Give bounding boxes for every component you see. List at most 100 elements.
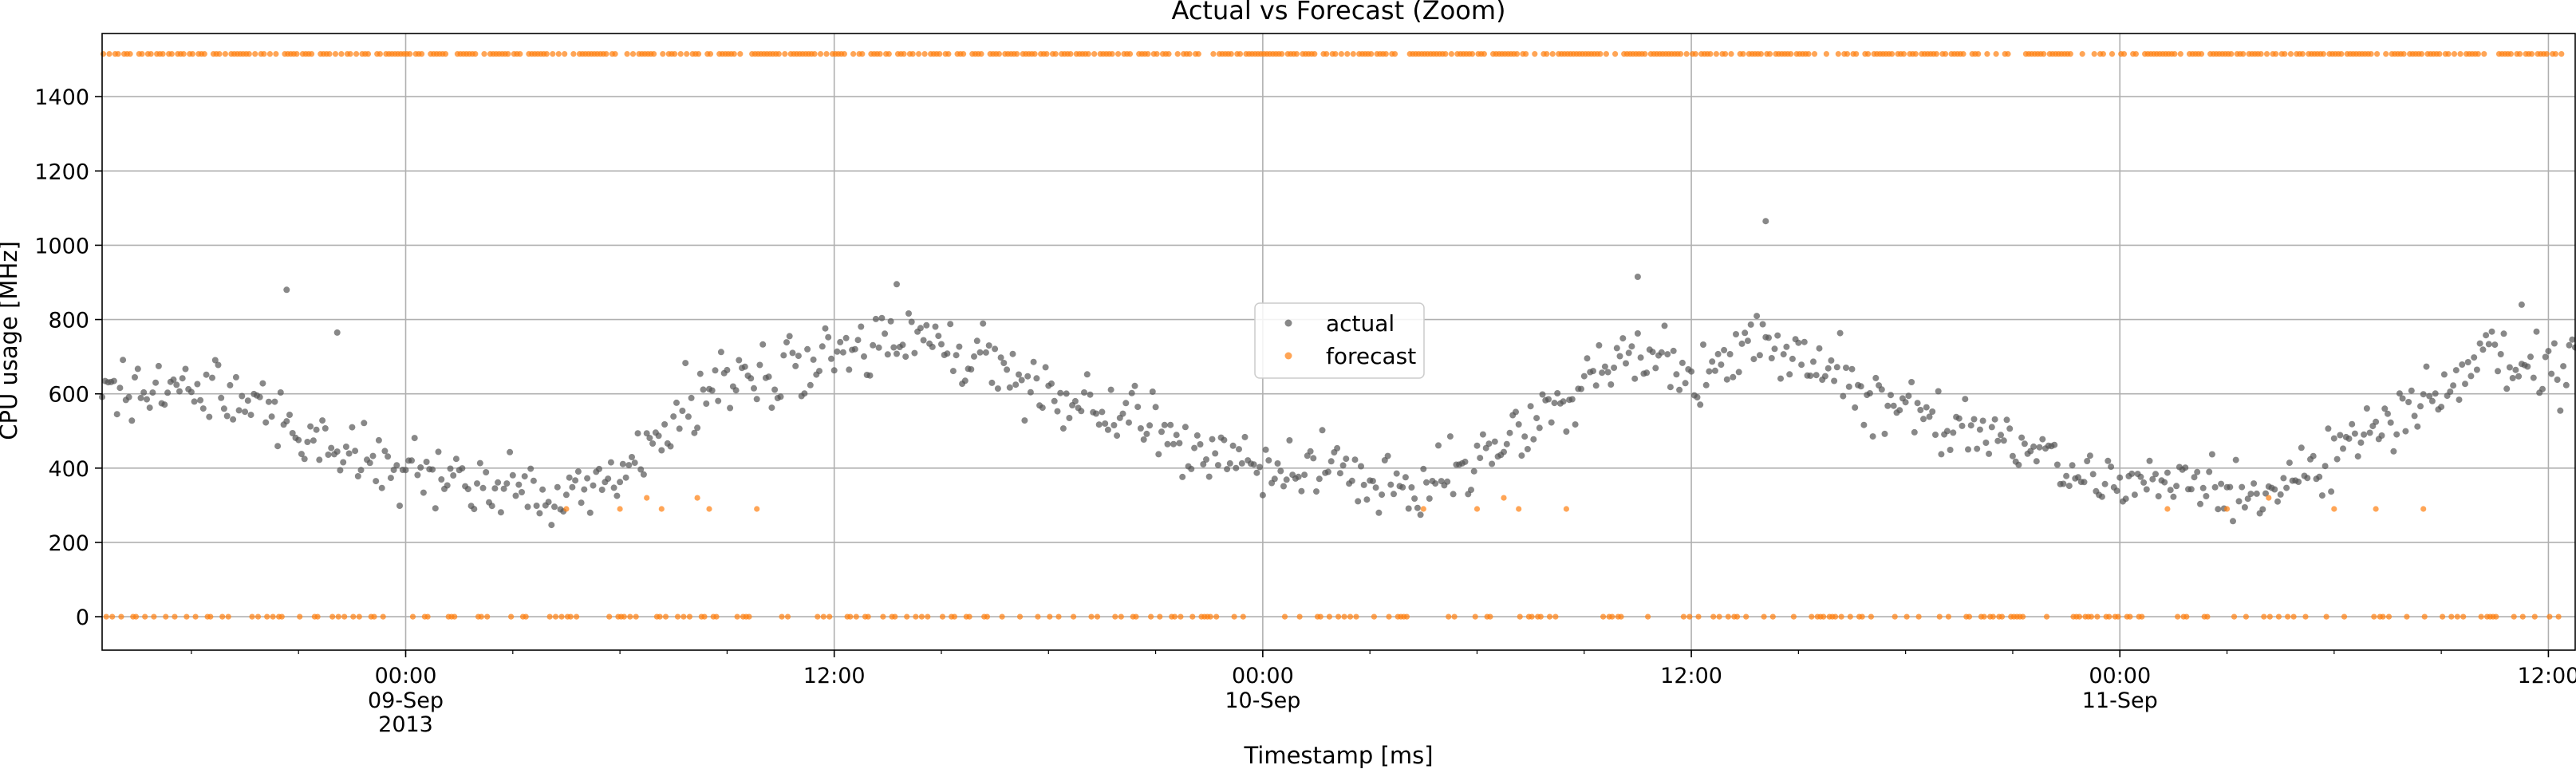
forecast-point — [1231, 613, 1237, 620]
forecast-point — [103, 613, 109, 620]
forecast-point — [409, 613, 416, 620]
actual-point — [846, 366, 853, 373]
actual-point — [1432, 480, 1439, 487]
actual-point — [1866, 390, 1873, 396]
actual-point — [694, 424, 701, 432]
actual-point — [2227, 483, 2234, 491]
forecast-point — [612, 51, 618, 57]
actual-point — [634, 430, 641, 437]
forecast-point — [1943, 51, 1949, 57]
forecast-point — [1892, 613, 1898, 620]
actual-point — [1355, 498, 1362, 505]
forecast-point — [1501, 495, 1507, 501]
actual-point — [1316, 475, 1323, 483]
actual-point — [283, 286, 290, 294]
actual-point — [452, 455, 460, 463]
actual-point — [756, 361, 763, 369]
forecast-point — [2385, 613, 2393, 620]
actual-point — [1191, 444, 1198, 452]
forecast-point — [1757, 51, 1764, 57]
actual-point — [509, 471, 516, 479]
actual-point — [1351, 456, 1359, 463]
forecast-point — [672, 51, 678, 57]
forecast-point — [1469, 51, 1476, 57]
actual-point — [2566, 341, 2573, 349]
actual-point — [375, 436, 382, 444]
forecast-point — [880, 613, 886, 620]
actual-point — [753, 396, 760, 403]
actual-point — [512, 492, 519, 499]
actual-point — [1592, 382, 1600, 389]
actual-point — [144, 396, 150, 403]
actual-point — [949, 368, 957, 375]
forecast-point — [624, 51, 630, 57]
actual-point — [2155, 493, 2162, 500]
actual-point — [884, 351, 891, 358]
forecast-point — [309, 51, 315, 57]
forecast-point — [2517, 51, 2523, 57]
actual-point — [1604, 369, 1611, 376]
actual-point — [569, 483, 576, 491]
actual-point — [1697, 401, 1704, 408]
forecast-point — [2371, 613, 2377, 620]
actual-point — [1730, 373, 1737, 381]
forecast-point — [1838, 613, 1844, 620]
actual-point — [1643, 369, 1651, 377]
actual-point — [625, 462, 633, 469]
actual-point — [2524, 363, 2531, 370]
forecast-point — [1728, 51, 1734, 57]
actual-point — [429, 466, 436, 473]
actual-point — [1259, 491, 1266, 499]
forecast-point — [713, 613, 720, 620]
actual-point — [2515, 373, 2523, 380]
actual-point — [1816, 345, 1823, 352]
actual-point — [1634, 274, 1641, 280]
actual-point — [2143, 486, 2150, 493]
actual-point — [1986, 450, 1993, 457]
forecast-point — [2106, 613, 2112, 620]
actual-point — [268, 413, 275, 420]
actual-point — [696, 370, 704, 377]
actual-point — [149, 389, 156, 396]
forecast-point — [2511, 613, 2517, 620]
actual-point — [1489, 460, 1496, 467]
forecast-point — [2302, 613, 2309, 620]
forecast-point — [2320, 51, 2326, 57]
forecast-point — [356, 613, 362, 620]
actual-point — [313, 426, 320, 433]
actual-point — [1283, 476, 1290, 483]
forecast-point — [180, 51, 187, 57]
forecast-point — [1603, 51, 1609, 57]
forecast-point — [2368, 51, 2374, 57]
forecast-point — [996, 51, 1002, 57]
actual-point — [834, 348, 841, 355]
actual-point — [640, 471, 647, 478]
forecast-point — [201, 51, 207, 57]
actual-point — [1271, 475, 1278, 483]
y-tick-label: 1200 — [34, 160, 89, 184]
actual-point — [980, 320, 987, 327]
forecast-point — [347, 51, 353, 57]
actual-point — [310, 437, 317, 444]
actual-point — [1810, 358, 1817, 365]
forecast-point — [658, 506, 665, 512]
actual-point — [1795, 339, 1802, 346]
forecast-point — [886, 51, 892, 57]
actual-point — [2271, 486, 2278, 493]
actual-point — [333, 448, 341, 455]
forecast-point — [2266, 495, 2272, 501]
actual-point — [1408, 484, 1415, 491]
forecast-point — [252, 51, 258, 57]
actual-point — [1241, 433, 1249, 440]
actual-point — [265, 398, 272, 405]
forecast-point — [118, 613, 124, 620]
forecast-point — [686, 613, 693, 620]
actual-point — [581, 486, 588, 493]
forecast-point — [1888, 51, 1896, 57]
actual-point — [1358, 463, 1364, 470]
actual-point — [851, 345, 858, 353]
actual-point — [1768, 355, 1775, 361]
actual-point — [1059, 425, 1067, 432]
actual-point — [1726, 351, 1734, 357]
actual-point — [1714, 350, 1722, 357]
